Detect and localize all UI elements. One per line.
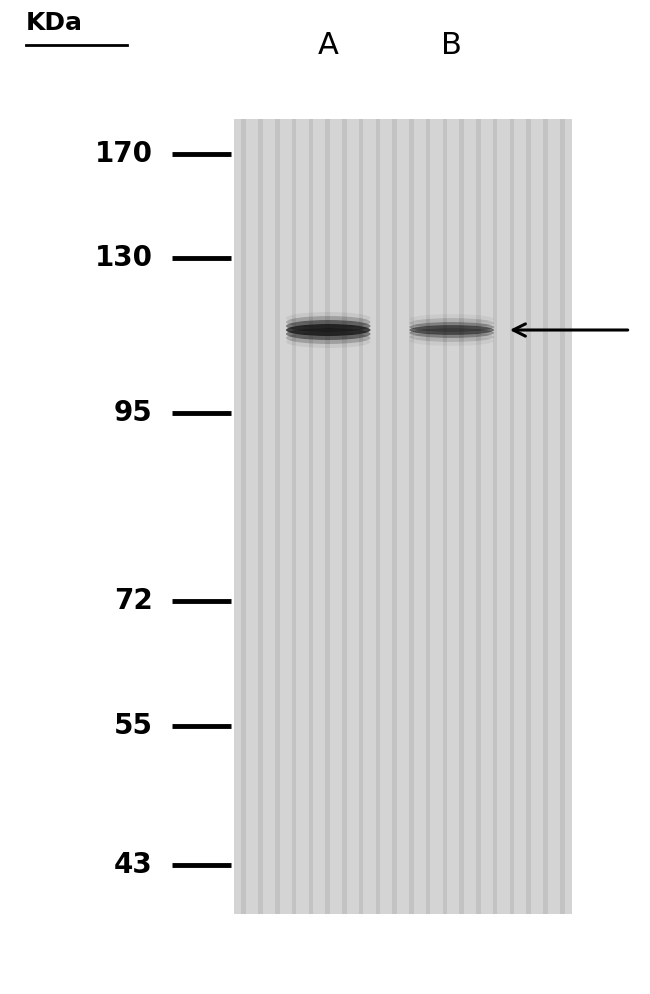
Ellipse shape — [286, 336, 370, 348]
Bar — [275, 119, 280, 914]
Bar — [526, 119, 531, 914]
Ellipse shape — [286, 312, 370, 324]
Ellipse shape — [286, 324, 370, 336]
Text: 170: 170 — [95, 140, 153, 168]
Bar — [258, 119, 263, 914]
Ellipse shape — [286, 332, 370, 344]
Bar — [560, 119, 564, 914]
Bar — [443, 119, 447, 914]
Ellipse shape — [410, 318, 494, 328]
Bar — [234, 119, 572, 914]
Bar — [493, 119, 497, 914]
Bar — [359, 119, 363, 914]
Bar — [476, 119, 481, 914]
Bar — [510, 119, 514, 914]
Bar — [292, 119, 296, 914]
Bar — [376, 119, 380, 914]
Ellipse shape — [286, 316, 370, 328]
Bar — [393, 119, 397, 914]
Text: B: B — [441, 31, 462, 60]
Ellipse shape — [286, 320, 370, 332]
Text: 72: 72 — [114, 587, 153, 615]
Text: 95: 95 — [114, 399, 153, 426]
Bar — [426, 119, 430, 914]
Bar — [242, 119, 246, 914]
Ellipse shape — [410, 328, 494, 338]
Bar — [309, 119, 313, 914]
Ellipse shape — [410, 325, 494, 335]
Bar — [409, 119, 413, 914]
Ellipse shape — [286, 328, 370, 340]
Bar — [342, 119, 346, 914]
Ellipse shape — [410, 332, 494, 342]
Bar — [460, 119, 464, 914]
Text: 55: 55 — [114, 712, 153, 740]
Text: 130: 130 — [95, 245, 153, 272]
Text: 43: 43 — [114, 851, 153, 879]
Bar — [543, 119, 548, 914]
Text: KDa: KDa — [26, 11, 83, 35]
Text: A: A — [318, 31, 339, 60]
Ellipse shape — [410, 322, 494, 332]
Bar — [325, 119, 330, 914]
